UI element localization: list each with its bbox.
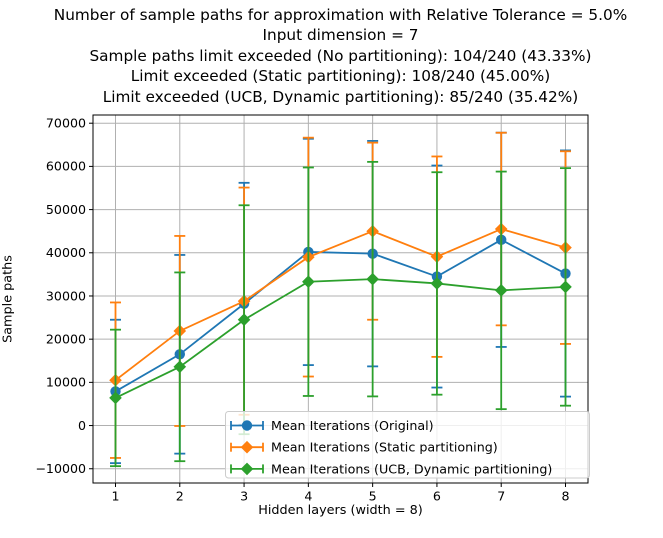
axes-border [92,114,589,484]
legend-item: Mean Iterations (Original) [230,418,434,433]
chart-title-block: Number of sample paths for approximation… [19,5,662,107]
legend: Mean Iterations (Original) Mean Iteration… [225,411,590,479]
legend-box [225,411,590,479]
y-tick-label: 70000 [46,116,86,131]
x-tick-label: 5 [369,489,377,504]
y-tick-label: 40000 [46,245,86,260]
y-tick-label: 50000 [46,202,86,217]
legend-item: Mean Iterations (Static partitioning) [230,440,498,455]
y-tick-label: 20000 [46,331,86,346]
chart-title-line-1: Number of sample paths for approximation… [53,6,628,24]
x-tick-label: 8 [561,489,569,504]
y-tick-label: 60000 [46,159,86,174]
x-tick-label: 1 [111,489,119,504]
legend-label: Mean Iterations (Static partitioning) [271,440,498,455]
chart-title-line-4: Limit exceeded (Static partitioning): 10… [130,67,551,86]
y-tick-label: 0 [78,418,86,433]
chart-title-line-5: Limit exceeded (UCB, Dynamic partitionin… [102,87,579,106]
y-tick-label: −10000 [35,461,86,476]
x-tick-label: 6 [433,489,441,504]
y-tick-label: 10000 [46,375,86,390]
x-tick-label: 3 [240,489,248,504]
y-tick-label: 30000 [46,288,86,303]
series-2 [109,160,572,468]
x-tick-label: 2 [176,489,184,504]
chart-title-line-2: Input dimension = 7 [262,26,419,45]
legend-item: Mean Iterations (UCB, Dynamic partitioni… [230,461,552,476]
legend-label: Mean Iterations (UCB, Dynamic partitioni… [271,461,552,476]
legend-label: Mean Iterations (Original) [271,418,434,433]
x-tick-label: 7 [497,489,505,504]
x-tick-label: 4 [304,489,312,504]
x-axis-label: Hidden layers (width = 8) [258,503,423,518]
chart-title-line-3: Sample paths limit exceeded (No partitio… [89,46,592,65]
axis-ticks: −10000 0 10000 20000 30000 40000 50000 60000 700… [35,116,569,504]
